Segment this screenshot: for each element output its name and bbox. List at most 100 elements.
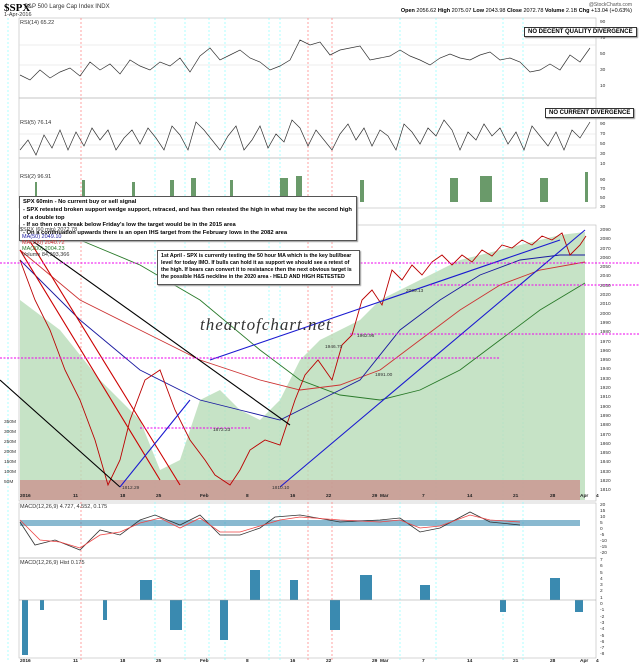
y-tick: 1850 <box>600 451 611 457</box>
x-axis-price: 2016 11 18 25 Feb 8 16 22 29 Mar 7 14 21… <box>20 494 599 502</box>
y-tick: -1 <box>600 608 605 614</box>
x-tick: Feb <box>200 494 209 499</box>
analysis-note-line: - If so then on a break below Friday's l… <box>23 222 236 229</box>
x-tick: 7 <box>422 659 425 664</box>
rsi5-y-axis: 90 70 50 30 10 <box>600 122 630 172</box>
x-tick: 22 <box>326 494 332 499</box>
y-tick: 1820 <box>600 479 611 485</box>
y-tick: 15 <box>600 509 606 514</box>
x-tick: 21 <box>513 659 519 664</box>
analysis-note-line: - SPX retested broken support wedge supp… <box>23 206 352 221</box>
price-label: $SPX (60 min) 2072.78 <box>20 227 78 233</box>
y-tick: 1860 <box>600 441 611 447</box>
y-tick: 2060 <box>600 255 611 261</box>
x-tick: 28 <box>550 659 556 664</box>
x-tick: 4 <box>596 494 599 499</box>
y-tick: 50 <box>600 196 606 201</box>
price-label-1891: 1891.00 <box>375 373 393 378</box>
y-tick: 2050 <box>600 265 611 271</box>
close-label: Close <box>506 8 522 14</box>
rsi5-annotation: NO CURRENT DIVERGENCE <box>545 108 635 118</box>
x-tick: 29 <box>372 494 378 499</box>
x-tick: Apr <box>580 494 589 499</box>
x-tick: 11 <box>73 494 79 499</box>
legend-volume: Volume 84,993,366 <box>22 252 70 258</box>
y-tick: 1940 <box>600 367 611 373</box>
y-tick: 10 <box>600 84 606 89</box>
x-tick: 25 <box>156 659 162 664</box>
y-tick: -3 <box>600 620 605 626</box>
y-tick: 30 <box>600 152 606 157</box>
y-tick: -20 <box>600 551 607 556</box>
y-tick: 1950 <box>600 358 611 364</box>
y-tick: 70 <box>600 132 606 137</box>
x-tick: 2016 <box>20 494 31 499</box>
open-value: 2056.62 <box>416 8 437 14</box>
y-tick: -4 <box>600 627 605 633</box>
y-tick: 70 <box>600 187 606 192</box>
price-y-axis: 2090 2080 2070 2060 2050 2040 2030 2020 … <box>600 228 640 498</box>
y-tick: 10 <box>600 515 606 520</box>
y-tick: 1 <box>600 595 603 601</box>
price-label-2009: 2009.13 <box>406 289 424 294</box>
chart-date: 1-Apr-2016 <box>4 12 32 18</box>
y-tick: 2030 <box>600 283 611 289</box>
vol-tick: 100M <box>4 470 16 475</box>
y-tick: 1810 <box>600 488 611 494</box>
volume-value: 2.1B <box>565 8 578 14</box>
y-tick: 90 <box>600 178 606 183</box>
y-tick: 5 <box>600 521 603 526</box>
y-tick: -2 <box>600 614 605 620</box>
legend-ma100: MA(100) 2040.72 <box>22 240 65 246</box>
rsi5-label: RSI(5) 76.14 <box>20 120 52 126</box>
analysis-note-line: - On a continuation upwards there is an … <box>23 230 288 237</box>
y-tick: 1870 <box>600 432 611 438</box>
y-tick: -8 <box>600 652 605 658</box>
y-tick: 3 <box>600 583 603 589</box>
y-tick: 50 <box>600 52 606 57</box>
y-tick: -7 <box>600 646 605 652</box>
y-tick: 4 <box>600 576 603 582</box>
rsi2-y-axis: 90 70 50 30 <box>600 178 630 214</box>
watermark: theartofchart.net <box>200 315 332 334</box>
y-tick: -15 <box>600 545 607 550</box>
y-tick: 0 <box>600 602 603 608</box>
ohlc-summary: Open 2056.62 High 2075.07 Low 2043.98 Cl… <box>401 8 632 14</box>
x-tick: 16 <box>290 494 296 499</box>
y-tick: 90 <box>600 122 606 127</box>
x-axis-bottom: 2016 11 18 25 Feb 8 16 22 29 Mar 7 14 21… <box>20 659 599 667</box>
x-tick: 8 <box>246 659 249 664</box>
x-tick: 16 <box>290 659 296 664</box>
y-tick: 2040 <box>600 274 611 280</box>
y-tick: -10 <box>600 539 607 544</box>
macd-hist-y-axis: 7 6 5 4 3 2 1 0 -1 -2 -3 -4 -5 -6 -7 -8 <box>600 558 630 659</box>
high-value: 2075.07 <box>451 8 472 14</box>
macd-label: MACD(12,26,9) 4.727, 4.552, 0.175 <box>20 504 108 510</box>
x-tick: 18 <box>120 659 126 664</box>
y-tick: 2090 <box>600 228 611 233</box>
x-tick: 14 <box>467 494 473 499</box>
legend-ma50: MA(50) 2049.10 <box>22 234 62 240</box>
y-tick: 1930 <box>600 376 611 382</box>
low-value: 2043.98 <box>485 8 506 14</box>
x-tick: Mar <box>380 659 389 664</box>
x-tick: 7 <box>422 494 425 499</box>
y-tick: 2010 <box>600 302 611 308</box>
analysis-note-title: SPX 60min - No current buy or sell signa… <box>23 199 137 205</box>
y-tick: 90 <box>600 20 606 25</box>
vol-tick: 150M <box>4 460 16 465</box>
y-tick: 1980 <box>600 330 611 336</box>
x-tick: Mar <box>380 494 389 499</box>
rsi2-label: RSI(2) 96.91 <box>20 174 52 180</box>
x-tick: 18 <box>120 494 126 499</box>
vol-tick: 350M <box>4 420 16 425</box>
x-tick: 14 <box>467 659 473 664</box>
symbol: $SPX <box>4 2 31 14</box>
macd-y-axis: 20 15 10 5 0 -5 -10 -15 -20 <box>600 503 630 557</box>
y-tick: 1910 <box>600 395 611 401</box>
vol-tick: 200M <box>4 450 16 455</box>
y-tick: -5 <box>600 533 605 538</box>
y-tick: 20 <box>600 503 606 508</box>
open-label: Open <box>400 8 415 14</box>
